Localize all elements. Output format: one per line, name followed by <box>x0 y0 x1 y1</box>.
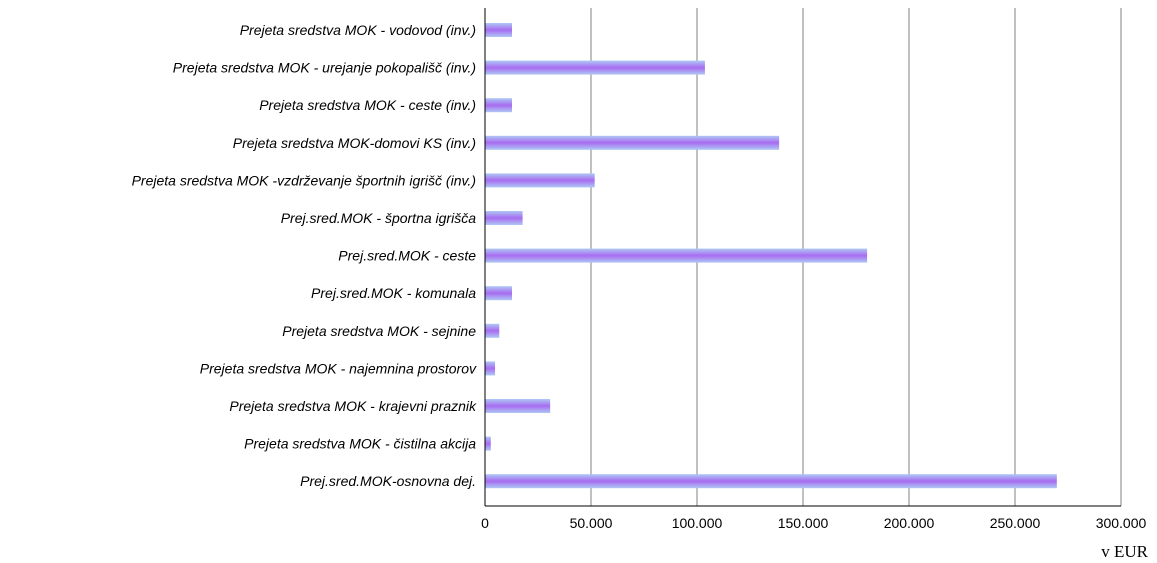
bar <box>485 60 705 75</box>
bar <box>485 173 595 188</box>
x-tick-label: 200.000 <box>884 515 935 531</box>
unit-label: v EUR <box>1101 542 1148 561</box>
x-tick-label: 250.000 <box>990 515 1041 531</box>
category-label: Prej.sred.MOK-osnovna dej. <box>300 473 476 489</box>
category-label: Prejeta sredstva MOK - čistilna akcija <box>244 436 476 452</box>
x-tick-label: 300.000 <box>1096 515 1147 531</box>
category-label: Prejeta sredstva MOK - urejanje pokopali… <box>173 60 476 76</box>
bar <box>485 399 551 413</box>
x-axis-ticks: 0 50.000 100.000 150.000 200.000 250.000 300.0… <box>481 515 1146 531</box>
category-label: Prejeta sredstva MOK - najemnina prostor… <box>200 360 477 376</box>
bar <box>485 286 512 301</box>
bar <box>485 248 868 263</box>
x-tick-label: 100.000 <box>672 515 723 531</box>
category-label: Prejeta sredstva MOK - ceste (inv.) <box>259 97 476 113</box>
x-tick-label: 150.000 <box>778 515 829 531</box>
bar <box>485 135 780 150</box>
bar <box>485 436 491 451</box>
bar <box>485 211 523 225</box>
bar <box>485 361 496 376</box>
category-label: Prej.sred.MOK - ceste <box>338 248 476 264</box>
category-label: Prejeta sredstva MOK -vzdrževanje športn… <box>132 172 476 188</box>
category-label: Prej.sred.MOK - športna igrišča <box>281 210 476 226</box>
x-tick-label: 50.000 <box>570 515 613 531</box>
category-label: Prejeta sredstva MOK - krajevni praznik <box>229 398 477 414</box>
category-label: Prejeta sredstva MOK - vodovod (inv.) <box>240 22 476 38</box>
category-label: Prejeta sredstva MOK-domovi KS (inv.) <box>233 135 476 151</box>
bars <box>485 23 1057 489</box>
bar <box>485 23 512 37</box>
category-label: Prejeta sredstva MOK - sejnine <box>282 323 476 339</box>
x-tick-label: 0 <box>481 515 489 531</box>
category-labels: Prejeta sredstva MOK - vodovod (inv.) Pre… <box>132 22 477 489</box>
bar <box>485 98 512 113</box>
bar <box>485 474 1057 489</box>
category-label: Prej.sred.MOK - komunala <box>311 285 476 301</box>
bar <box>485 323 500 338</box>
